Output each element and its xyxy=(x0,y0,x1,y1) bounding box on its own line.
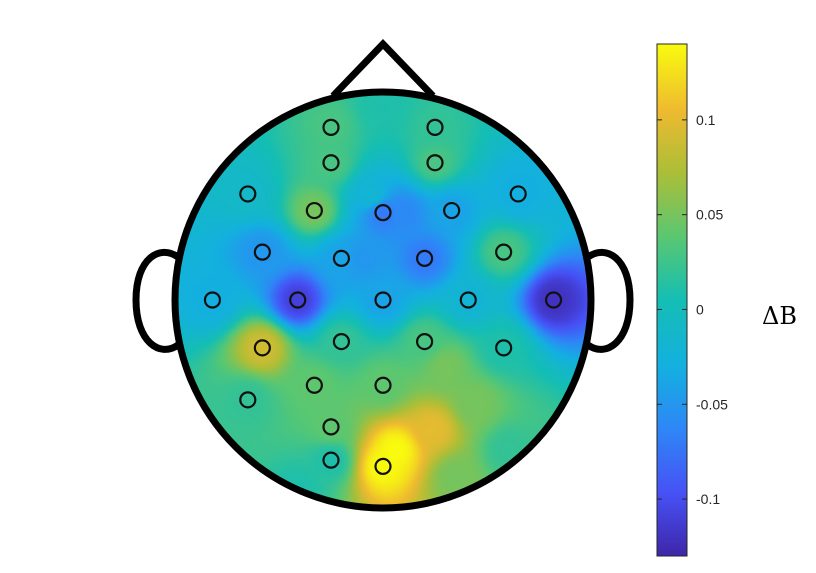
electrode-marker xyxy=(203,291,222,309)
electrode-marker xyxy=(495,339,513,357)
electrode-marker xyxy=(322,154,340,172)
electrode-marker xyxy=(374,376,392,394)
electrode-markers xyxy=(203,118,563,475)
electrode-marker xyxy=(305,201,323,220)
colorbar-border xyxy=(656,43,688,557)
electrode-marker xyxy=(426,154,444,172)
electrode-marker xyxy=(544,291,563,309)
nose-outline xyxy=(330,38,436,99)
head-outline xyxy=(171,88,595,512)
colorbar-tick-label: 0.1 xyxy=(696,112,716,128)
colorbar-label: ΔB xyxy=(762,302,797,330)
electrode-marker xyxy=(253,339,271,357)
colorbar: 0.1 0.05 0 -0.05 -0.1 ΔB xyxy=(656,43,797,557)
electrode-marker xyxy=(459,291,477,309)
left-ear-outline xyxy=(132,248,181,353)
colorbar-ticks: 0.1 0.05 0 -0.05 -0.1 xyxy=(657,112,728,507)
electrode-marker xyxy=(495,243,513,261)
electrode-marker xyxy=(332,333,350,351)
electrode-marker xyxy=(289,291,307,309)
colorbar-tick-label: -0.05 xyxy=(696,396,728,412)
colorbar-tick-label: 0 xyxy=(696,301,704,317)
electrode-marker xyxy=(426,118,444,136)
electrode-marker xyxy=(443,201,461,220)
electrode-marker xyxy=(416,249,434,267)
colorbar-tick-label: 0.05 xyxy=(696,207,723,223)
electrode-marker xyxy=(239,391,257,409)
electrode-marker xyxy=(416,333,434,351)
electrode-marker xyxy=(305,376,323,394)
colorbar-scale xyxy=(657,44,687,556)
electrode-marker xyxy=(239,185,257,203)
electrode-marker xyxy=(322,118,340,136)
electrode-marker xyxy=(322,418,340,436)
electrode-marker xyxy=(374,204,392,222)
colorbar-tick-label: -0.1 xyxy=(696,491,720,507)
electrode-marker xyxy=(332,249,350,267)
electrode-marker xyxy=(509,185,527,203)
right-ear-outline xyxy=(585,248,634,353)
electrode-marker xyxy=(253,243,271,261)
electrode-marker xyxy=(374,457,392,475)
electrode-marker xyxy=(322,451,340,469)
electrode-marker xyxy=(374,291,392,309)
